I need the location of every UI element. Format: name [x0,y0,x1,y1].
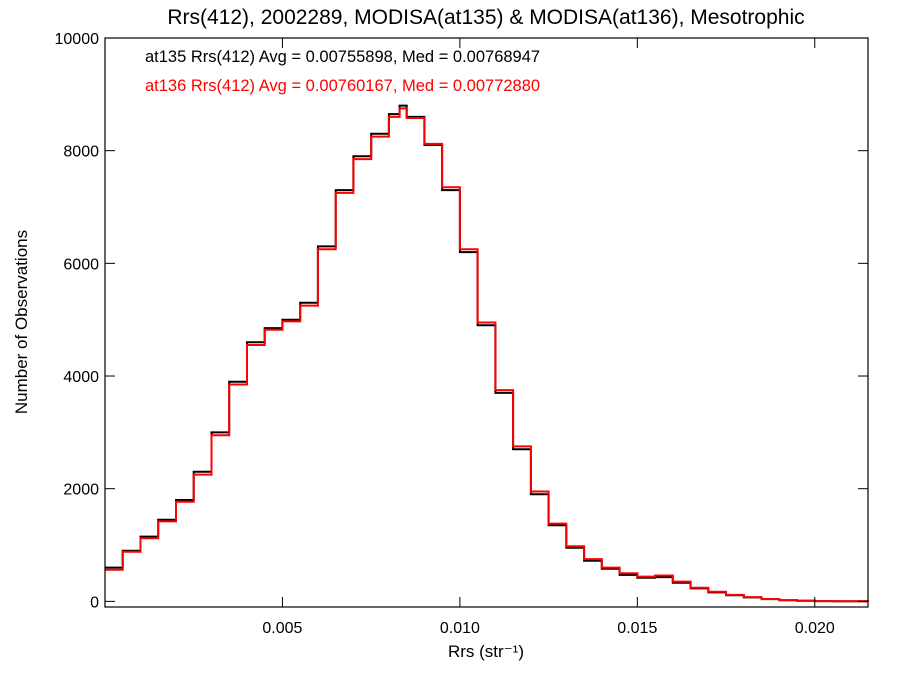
y-axis-ticks: 0 2000 4000 6000 8000 10000 [55,31,868,611]
y-tick-label: 0 [90,594,99,611]
series-line-at136 [105,107,869,603]
y-tick-label: 8000 [63,144,99,161]
plot-frame [104,37,869,608]
x-axis-label: Rrs (str⁻¹) [448,642,524,661]
series-layer [105,104,869,603]
y-tick-label: 4000 [63,369,99,386]
chart-title: Rrs(412), 2002289, MODISA(at135) & MODIS… [167,6,804,29]
legend-entry-at136: at136 Rrs(412) Avg = 0.00760167, Med = 0… [145,77,540,95]
x-tick-label: 0.005 [262,620,302,637]
x-axis-ticks: 0.005 0.010 0.015 0.020 [262,38,835,637]
y-tick-label: 6000 [63,256,99,273]
x-tick-label: 0.020 [795,620,835,637]
y-axis-label: Number of Observations [12,230,31,414]
legend-entry-at135: at135 Rrs(412) Avg = 0.00755898, Med = 0… [145,48,540,66]
x-tick-label: 0.010 [440,620,480,637]
x-tick-label: 0.015 [617,620,657,637]
y-tick-label: 2000 [63,482,99,499]
y-tick-label: 10000 [55,31,100,48]
